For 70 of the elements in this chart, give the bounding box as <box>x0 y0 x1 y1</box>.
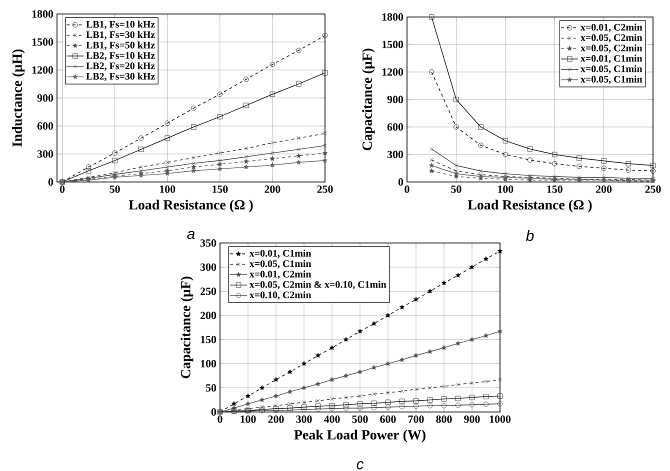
legend-label: x=0.05, C2min & x=0.10, C1min <box>249 280 386 290</box>
x-tick-label: 900 <box>464 416 480 423</box>
y-tick-label: 300 <box>200 263 216 271</box>
legend-label: LB1, Fs=30 kHz <box>86 31 155 40</box>
x-tick-label: 200 <box>268 416 284 423</box>
x-tick-label: 300 <box>296 416 312 423</box>
legend-label: x=0.10, C2min <box>249 291 312 300</box>
text: b <box>526 230 534 242</box>
x-tick-label: 500 <box>352 416 368 423</box>
y-tick-label: 1200 <box>32 66 54 74</box>
y-tick-label: 1500 <box>32 38 54 46</box>
x-tick-label: 0 <box>218 416 222 423</box>
x-tick-label: 0 <box>60 186 65 193</box>
y-tick-label: 600 <box>387 123 404 131</box>
y-tick-label: 300 <box>37 150 54 158</box>
y-tick-label: 0 <box>48 178 54 186</box>
legend-label: x=0.01, C1min <box>580 54 642 64</box>
legend-label: x=0.01, C2min <box>580 24 642 32</box>
x-tick-label: 800 <box>436 416 452 423</box>
legend-label: LB2, Fs=30 kHz <box>86 72 155 82</box>
legend-label: LB2, Fs=10 kHz <box>86 52 155 60</box>
x-tick-label: 100 <box>160 186 176 193</box>
x-tick-label: 150 <box>212 186 228 193</box>
y-tick-label: 1800 <box>32 10 54 18</box>
y-tick-label: 900 <box>37 94 54 102</box>
legend-label: x=0.01, C2min <box>249 270 312 279</box>
y-tick-label: 100 <box>200 360 216 368</box>
x-tick-label: 1000 <box>490 416 511 423</box>
text: c <box>356 461 364 470</box>
legend-label: x=0.01, C1min <box>249 250 312 258</box>
x-tick-label: 200 <box>264 186 280 193</box>
y-tick-label: 1800 <box>382 13 404 21</box>
legend-label: LB1, Fs=10 kHz <box>86 20 155 30</box>
y-tick-label: 150 <box>200 336 216 344</box>
x-tick-label: 200 <box>596 186 612 193</box>
x-tick-label: 150 <box>547 186 562 193</box>
legend-label: x=0.05, C1min <box>249 260 312 269</box>
x-tick-label: 50 <box>110 186 120 193</box>
y-tick-label: 1500 <box>382 40 404 48</box>
y-tick-label: 0 <box>211 408 216 416</box>
legend-label: x=0.05, C1min <box>580 76 642 84</box>
x-tick-label: 250 <box>317 186 333 193</box>
x-tick-label: 50 <box>451 186 462 193</box>
legend-label: x=0.05, C2min <box>580 44 642 53</box>
x-tick-label: 700 <box>408 416 424 423</box>
y-tick-label: 0 <box>398 178 404 186</box>
y-tick-label: 200 <box>200 312 216 320</box>
x-axis-title: Load Resistance (Ω ) <box>128 200 253 212</box>
y-tick-label: 50 <box>206 384 216 392</box>
y-tick-label: 1200 <box>382 68 404 76</box>
y-tick-label: 250 <box>200 288 216 295</box>
x-tick-label: 100 <box>498 186 514 193</box>
y-tick-label: 900 <box>387 96 404 104</box>
legend-label: LB2, Fs=20 kHz <box>86 62 155 71</box>
y-tick-label: 350 <box>200 239 216 247</box>
x-axis-title: Peak Load Power (W) <box>294 430 426 442</box>
x-tick-label: 400 <box>324 416 340 423</box>
x-axis-title: Load Resistance (Ω ) <box>468 200 592 212</box>
text: a <box>187 230 195 240</box>
y-axis-title: Inductance (µH) <box>12 49 25 147</box>
x-tick-label: 100 <box>240 416 256 423</box>
x-tick-label: 250 <box>645 186 661 193</box>
y-axis-title: Capacitance (µF) <box>362 48 375 150</box>
legend-label: LB1, Fs=50 kHz <box>86 41 155 50</box>
y-tick-label: 300 <box>387 150 404 158</box>
legend-label: x=0.05, C1min <box>580 65 642 74</box>
y-tick-label: 600 <box>37 122 54 130</box>
legend-label: x=0.05, C2min <box>580 34 642 42</box>
x-tick-label: 0 <box>404 186 410 193</box>
y-axis-title: Capacitance (µF) <box>180 276 194 378</box>
